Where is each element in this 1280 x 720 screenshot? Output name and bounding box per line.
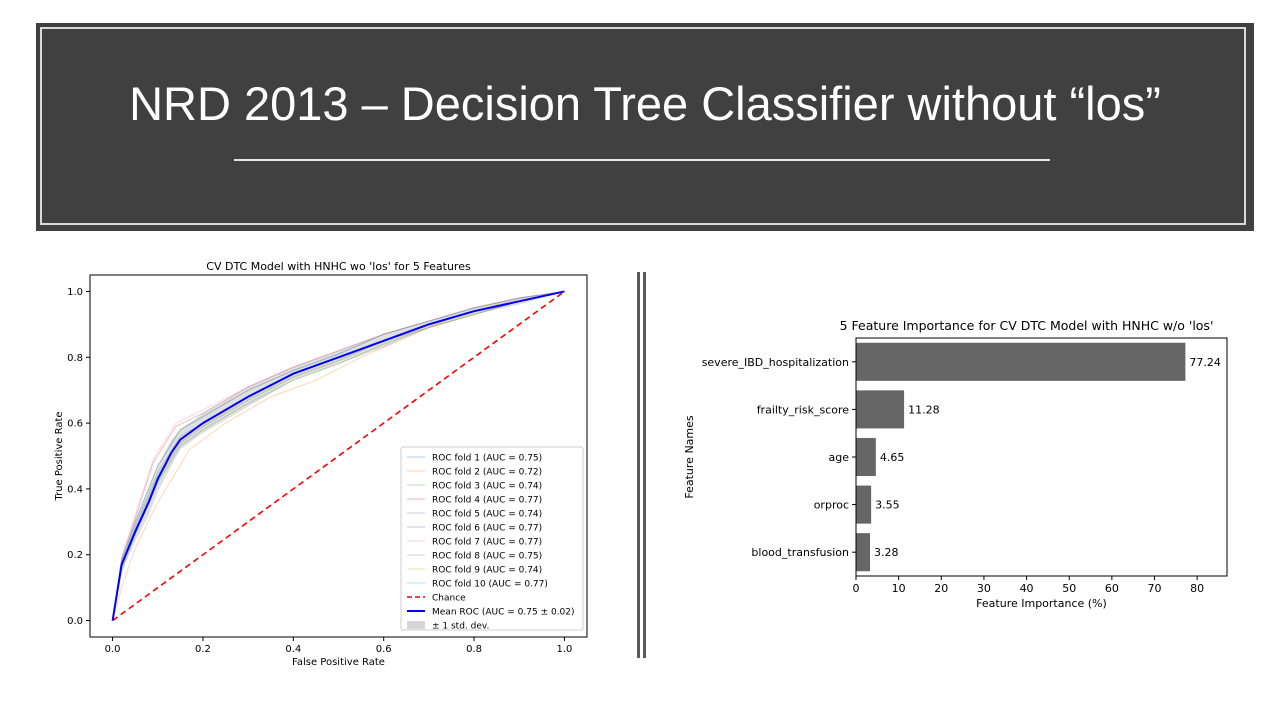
feature-bar bbox=[856, 533, 870, 572]
legend-entry: ROC fold 5 (AUC = 0.74) bbox=[432, 510, 542, 520]
legend-entry: Mean ROC (AUC = 0.75 ± 0.02) bbox=[432, 608, 575, 618]
x-tick-label: 60 bbox=[1105, 582, 1119, 595]
feature-name-label: blood_transfusion bbox=[751, 546, 849, 559]
feature-value-label: 77.24 bbox=[1189, 356, 1221, 369]
roc-fold-4-line bbox=[112, 290, 565, 621]
feature-axes-frame bbox=[855, 337, 1228, 577]
legend-entry: ROC fold 1 (AUC = 0.75) bbox=[432, 454, 542, 464]
feature-value-label: 3.55 bbox=[875, 499, 900, 512]
legend-entry: ROC fold 8 (AUC = 0.75) bbox=[432, 552, 542, 562]
legend-entry: ROC fold 7 (AUC = 0.77) bbox=[432, 538, 542, 548]
mean-roc-line bbox=[111, 290, 565, 621]
x-tick-label: 20 bbox=[934, 582, 948, 595]
feature-bar bbox=[856, 342, 1186, 381]
x-tick-label: 10 bbox=[892, 582, 906, 595]
legend-entry: ROC fold 4 (AUC = 0.77) bbox=[432, 496, 542, 506]
legend-entry: Chance bbox=[432, 594, 466, 604]
x-tick-label: 40 bbox=[1020, 582, 1034, 595]
feature-chart-title: 5 Feature Importance for CV DTC Model wi… bbox=[840, 318, 1214, 333]
roc-axes-frame bbox=[89, 274, 588, 638]
legend-entry: ROC fold 2 (AUC = 0.72) bbox=[432, 468, 542, 478]
feature-x-axis-label: Feature Importance (%) bbox=[976, 597, 1107, 610]
title-underline bbox=[234, 159, 1050, 161]
feature-bar bbox=[856, 437, 876, 477]
legend-entry: ROC fold 10 (AUC = 0.77) bbox=[432, 580, 548, 590]
y-tick-label: 1.0 bbox=[67, 287, 83, 298]
feature-value-label: 11.28 bbox=[908, 403, 940, 416]
x-tick-label: 0.8 bbox=[466, 644, 482, 655]
roc-y-axis-label: True Positive Rate bbox=[54, 411, 65, 501]
x-tick-label: 70 bbox=[1148, 582, 1162, 595]
y-tick-label: 0.4 bbox=[67, 484, 83, 495]
feature-bar bbox=[856, 390, 905, 429]
x-tick-label: 0.6 bbox=[376, 644, 392, 655]
x-tick-label: 0.4 bbox=[285, 644, 301, 655]
feature-value-label: 4.65 bbox=[880, 451, 905, 464]
feature-bar bbox=[856, 485, 872, 524]
roc-fold-2-line bbox=[112, 290, 565, 621]
x-tick-label: 0.0 bbox=[105, 644, 121, 655]
legend-swatch-band bbox=[407, 621, 425, 629]
x-tick-label: 0 bbox=[853, 582, 860, 595]
roc-legend-box bbox=[400, 446, 584, 631]
title-banner bbox=[36, 23, 1254, 231]
feature-name-label: severe_IBD_hospitalization bbox=[702, 356, 849, 369]
feature-name-label: orproc bbox=[814, 499, 849, 512]
x-tick-label: 50 bbox=[1062, 582, 1076, 595]
legend-entry: ROC fold 3 (AUC = 0.74) bbox=[432, 482, 542, 492]
feature-importance-chart: 5 Feature Importance for CV DTC Model wi… bbox=[683, 318, 1228, 610]
y-tick-label: 0.0 bbox=[67, 616, 83, 627]
x-tick-label: 80 bbox=[1190, 582, 1204, 595]
legend-entry: ROC fold 9 (AUC = 0.74) bbox=[432, 566, 542, 576]
chance-line bbox=[112, 290, 565, 622]
feature-value-label: 3.28 bbox=[874, 546, 899, 559]
y-tick-label: 0.6 bbox=[67, 419, 83, 430]
feature-name-label: frailty_risk_score bbox=[757, 403, 850, 416]
title-banner-frame bbox=[40, 27, 1246, 225]
roc-chart: CV DTC Model with HNHC wo 'los' for 5 Fe… bbox=[54, 260, 588, 668]
roc-fold-3-line bbox=[112, 290, 565, 621]
legend-entry-band: ± 1 std. dev. bbox=[432, 622, 489, 632]
y-tick-label: 0.8 bbox=[67, 353, 83, 364]
x-tick-label: 1.0 bbox=[556, 644, 572, 655]
roc-x-axis-label: False Positive Rate bbox=[292, 657, 385, 668]
feature-y-axis-label: Feature Names bbox=[683, 415, 696, 499]
divider-line-left bbox=[637, 272, 640, 658]
x-tick-label: 0.2 bbox=[195, 644, 211, 655]
feature-name-label: age bbox=[829, 451, 850, 464]
roc-fold-6-line bbox=[112, 290, 565, 621]
slide-title: NRD 2013 – Decision Tree Classifier with… bbox=[129, 77, 1161, 130]
roc-chart-title: CV DTC Model with HNHC wo 'los' for 5 Fe… bbox=[206, 260, 471, 273]
legend-entry: ROC fold 6 (AUC = 0.77) bbox=[432, 524, 542, 534]
divider-line-right bbox=[643, 272, 646, 658]
y-tick-label: 0.2 bbox=[67, 550, 83, 561]
roc-fold-10-line bbox=[112, 290, 565, 621]
x-tick-label: 30 bbox=[977, 582, 991, 595]
roc-fold-7-line bbox=[112, 290, 565, 621]
